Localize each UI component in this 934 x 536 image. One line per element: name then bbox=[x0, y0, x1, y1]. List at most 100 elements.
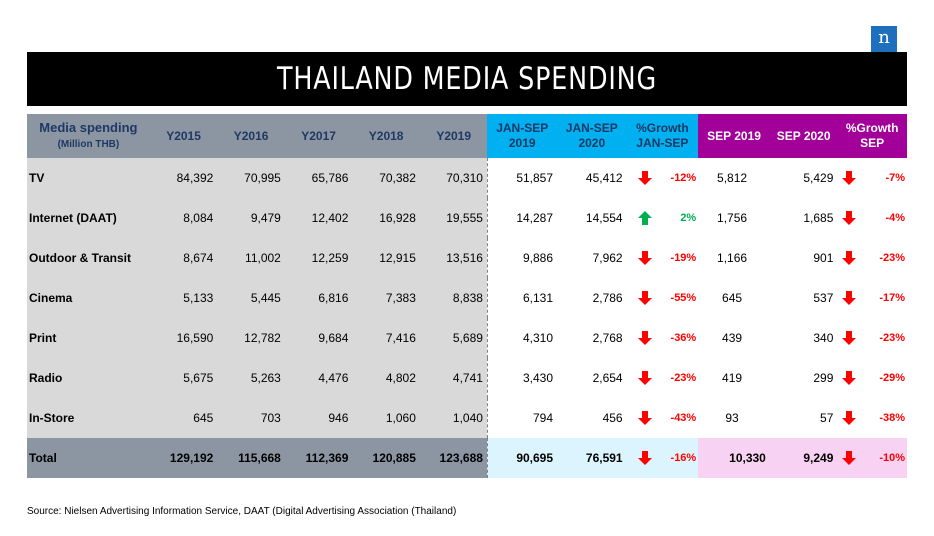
value-cell: 946 bbox=[284, 398, 353, 438]
growth-value: -12% bbox=[670, 172, 697, 184]
down-arrow-icon bbox=[842, 411, 857, 425]
value-cell: 4,310 bbox=[487, 318, 558, 358]
growth-value: -4% bbox=[885, 212, 905, 224]
growth-value: -38% bbox=[879, 412, 905, 424]
value-cell: 5,263 bbox=[217, 358, 285, 398]
growth-value: -7% bbox=[885, 172, 905, 184]
down-arrow-icon bbox=[637, 451, 652, 465]
column-header: %Growth JAN-SEP bbox=[626, 114, 699, 158]
growth-cell: -4% bbox=[837, 198, 907, 238]
growth-cell: -29% bbox=[837, 358, 907, 398]
value-cell: 5,133 bbox=[149, 278, 218, 318]
value-cell: 93 bbox=[698, 398, 770, 438]
value-cell: 16,590 bbox=[149, 318, 218, 358]
column-header-line: JAN-SEP bbox=[636, 136, 689, 150]
column-header-line: 2020 bbox=[578, 136, 606, 150]
value-cell: 5,429 bbox=[769, 158, 838, 198]
growth-cell: -7% bbox=[837, 158, 907, 198]
value-cell: 9,684 bbox=[284, 318, 353, 358]
value-cell: 76,591 bbox=[557, 438, 627, 478]
column-header: Y2019 bbox=[419, 114, 488, 158]
value-cell: 8,674 bbox=[149, 238, 218, 278]
value-cell: 14,554 bbox=[557, 198, 627, 238]
column-header-line: %Growth bbox=[845, 121, 899, 135]
column-header-line: SEP bbox=[860, 136, 885, 150]
value-cell: 439 bbox=[698, 318, 770, 358]
growth-value: -43% bbox=[670, 412, 697, 424]
value-cell: 645 bbox=[149, 398, 218, 438]
value-cell: 3,430 bbox=[487, 358, 558, 398]
value-cell: 19,555 bbox=[419, 198, 488, 238]
table-row: Print 16,590 12,782 9,684 7,416 5,689 4,310 2,7… bbox=[27, 318, 907, 358]
row-header-label: Media spending (Million THB) bbox=[27, 114, 150, 158]
growth-value: -55% bbox=[670, 292, 697, 304]
value-cell: 13,516 bbox=[419, 238, 488, 278]
column-header: JAN-SEP 2019 bbox=[487, 114, 558, 158]
value-cell: 5,675 bbox=[149, 358, 218, 398]
value-cell: 6,131 bbox=[487, 278, 558, 318]
growth-cell: -10% bbox=[837, 438, 907, 478]
growth-cell: -55% bbox=[626, 278, 699, 318]
value-cell: 70,995 bbox=[217, 158, 285, 198]
page-title: THAILAND MEDIA SPENDING bbox=[276, 61, 658, 97]
value-cell: 340 bbox=[769, 318, 838, 358]
column-header-line: JAN-SEP bbox=[496, 121, 549, 135]
column-header-line: %Growth bbox=[636, 121, 689, 135]
column-header: Y2015 bbox=[149, 114, 218, 158]
header-label-line2: (Million THB) bbox=[57, 139, 120, 150]
growth-value: -23% bbox=[879, 332, 905, 344]
nielsen-logo: n bbox=[871, 26, 897, 52]
down-arrow-icon bbox=[637, 291, 652, 305]
value-cell: 9,479 bbox=[217, 198, 285, 238]
down-arrow-icon bbox=[637, 251, 652, 265]
value-cell: 1,040 bbox=[419, 398, 488, 438]
row-label: In-Store bbox=[27, 398, 150, 438]
value-cell: 6,816 bbox=[284, 278, 353, 318]
value-cell: 645 bbox=[698, 278, 770, 318]
row-label: Internet (DAAT) bbox=[27, 198, 150, 238]
table-row: TV 84,392 70,995 65,786 70,382 70,310 51,857 45… bbox=[27, 158, 907, 198]
value-cell: 115,668 bbox=[217, 438, 285, 478]
column-header: SEP 2020 bbox=[769, 114, 838, 158]
down-arrow-icon bbox=[842, 251, 857, 265]
down-arrow-icon bbox=[842, 211, 857, 225]
value-cell: 123,688 bbox=[419, 438, 488, 478]
growth-cell: -36% bbox=[626, 318, 699, 358]
table-row: In-Store 645 703 946 1,060 1,040 794 456 -43% 93 5… bbox=[27, 398, 907, 438]
value-cell: 51,857 bbox=[487, 158, 558, 198]
header-label-line1: Media spending bbox=[39, 120, 138, 135]
title-bar: THAILAND MEDIA SPENDING bbox=[27, 52, 907, 106]
value-cell: 1,756 bbox=[698, 198, 770, 238]
down-arrow-icon bbox=[842, 331, 857, 345]
growth-value: -36% bbox=[670, 332, 697, 344]
down-arrow-icon bbox=[637, 411, 652, 425]
value-cell: 4,741 bbox=[419, 358, 488, 398]
table-row: Internet (DAAT) 8,084 9,479 12,402 16,928 19,… bbox=[27, 198, 907, 238]
value-cell: 5,445 bbox=[217, 278, 285, 318]
growth-cell: -12% bbox=[626, 158, 699, 198]
growth-cell: -19% bbox=[626, 238, 699, 278]
growth-cell: -23% bbox=[626, 358, 699, 398]
growth-cell: -38% bbox=[837, 398, 907, 438]
row-label: Radio bbox=[27, 358, 150, 398]
growth-value: -23% bbox=[670, 372, 697, 384]
growth-cell: -23% bbox=[837, 318, 907, 358]
value-cell: 5,689 bbox=[419, 318, 488, 358]
value-cell: 4,476 bbox=[284, 358, 353, 398]
value-cell: 299 bbox=[769, 358, 838, 398]
down-arrow-icon bbox=[842, 291, 857, 305]
growth-cell: -43% bbox=[626, 398, 699, 438]
down-arrow-icon bbox=[637, 171, 652, 185]
growth-value: -17% bbox=[879, 292, 905, 304]
value-cell: 8,838 bbox=[419, 278, 488, 318]
row-label: Cinema bbox=[27, 278, 150, 318]
row-label: Total bbox=[27, 438, 150, 478]
value-cell: 129,192 bbox=[149, 438, 218, 478]
value-cell: 16,928 bbox=[352, 198, 420, 238]
value-cell: 7,383 bbox=[352, 278, 420, 318]
value-cell: 12,782 bbox=[217, 318, 285, 358]
down-arrow-icon bbox=[842, 451, 857, 465]
growth-value: -29% bbox=[879, 372, 905, 384]
table-row: Radio 5,675 5,263 4,476 4,802 4,741 3,430 2,654… bbox=[27, 358, 907, 398]
growth-value: -19% bbox=[670, 252, 697, 264]
